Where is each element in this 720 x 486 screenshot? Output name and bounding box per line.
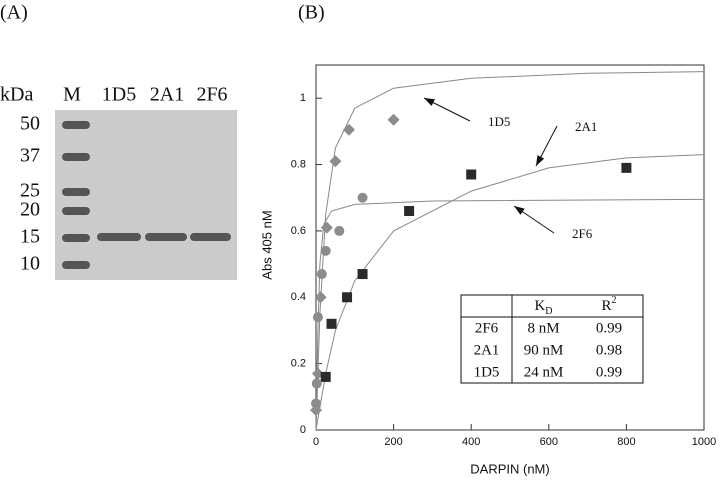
table-cell: 0.99 — [596, 364, 622, 380]
x-tick-label: 200 — [384, 436, 402, 448]
marker-label: 15 — [20, 226, 40, 248]
marker-label: 10 — [20, 253, 40, 275]
x-axis-label: DARPIN (nM) — [470, 461, 549, 476]
arrow-head — [536, 155, 545, 166]
table-cell: 90 nM — [524, 342, 564, 358]
lane-label: 2F6 — [196, 84, 227, 106]
point — [320, 371, 331, 382]
point — [311, 398, 321, 409]
point — [314, 291, 327, 304]
x-tick-label: 400 — [462, 436, 480, 448]
lane-label: 2A1 — [150, 84, 184, 106]
unit-label: kDa — [0, 84, 33, 106]
point — [320, 245, 331, 256]
x-tick-label: 600 — [540, 436, 558, 448]
point — [311, 378, 322, 389]
header-main: K — [534, 298, 545, 314]
header-main: R — [601, 298, 611, 314]
table-cell: 0.98 — [596, 342, 622, 358]
point — [404, 206, 415, 216]
annotation: 2A1 — [575, 119, 597, 134]
point — [312, 312, 323, 323]
annotation: 2F6 — [572, 226, 593, 241]
point — [342, 123, 355, 136]
marker-band — [62, 261, 90, 269]
panel-label: (B) — [298, 2, 325, 24]
protein-band — [190, 233, 231, 241]
point — [326, 318, 337, 329]
lane-label: M — [63, 84, 81, 106]
point — [387, 113, 400, 126]
point — [320, 221, 333, 234]
table-cell: 0.99 — [596, 320, 622, 336]
y-tick-label: 0.2 — [291, 358, 306, 370]
protein-band — [145, 233, 187, 241]
header-sub: D — [545, 306, 552, 317]
point — [621, 162, 632, 173]
y-tick-label: 0.6 — [291, 225, 306, 237]
y-tick-label: 0 — [300, 424, 306, 436]
x-tick-label: 1000 — [692, 436, 716, 448]
plot-frame — [315, 64, 705, 431]
table-cell: 2F6 — [475, 320, 499, 336]
y-tick-label: 0.8 — [291, 158, 306, 170]
point — [329, 155, 342, 168]
annotation: 1D5 — [488, 114, 510, 129]
fit-curve — [315, 154, 705, 431]
table-cell: 8 nM — [527, 320, 559, 336]
table-header: KD — [534, 298, 552, 317]
marker-band — [62, 153, 90, 161]
point — [334, 225, 345, 236]
marker-label: 20 — [20, 199, 40, 221]
y-tick-label: 0.4 — [291, 291, 306, 303]
table-cell: 24 nM — [524, 364, 564, 380]
marker-band — [62, 207, 90, 215]
marker-band — [62, 234, 90, 242]
table-cell: 2A1 — [474, 342, 500, 358]
marker-band — [62, 121, 90, 129]
point — [316, 269, 327, 280]
table-frame — [460, 294, 644, 384]
table-header: R2 — [601, 295, 616, 314]
y-axis-label: Abs 405 nM — [259, 210, 274, 279]
marker-label: 25 — [20, 180, 40, 202]
point — [342, 292, 353, 303]
point — [357, 192, 368, 203]
x-tick-label: 0 — [313, 436, 319, 448]
protein-band — [97, 233, 141, 241]
point — [357, 269, 368, 280]
panel-label: (A) — [0, 2, 28, 24]
marker-band — [62, 188, 90, 196]
marker-label: 50 — [20, 113, 40, 135]
x-tick-label: 800 — [617, 436, 635, 448]
arrow-head — [514, 206, 525, 215]
point — [466, 169, 477, 180]
lane-label: 1D5 — [102, 84, 136, 106]
table-cell: 1D5 — [474, 364, 500, 380]
fit-curve — [315, 71, 705, 431]
y-tick-label: 1 — [300, 92, 306, 104]
arrow-head — [424, 98, 435, 106]
marker-label: 37 — [20, 145, 40, 167]
header-sup: 2 — [612, 295, 617, 306]
